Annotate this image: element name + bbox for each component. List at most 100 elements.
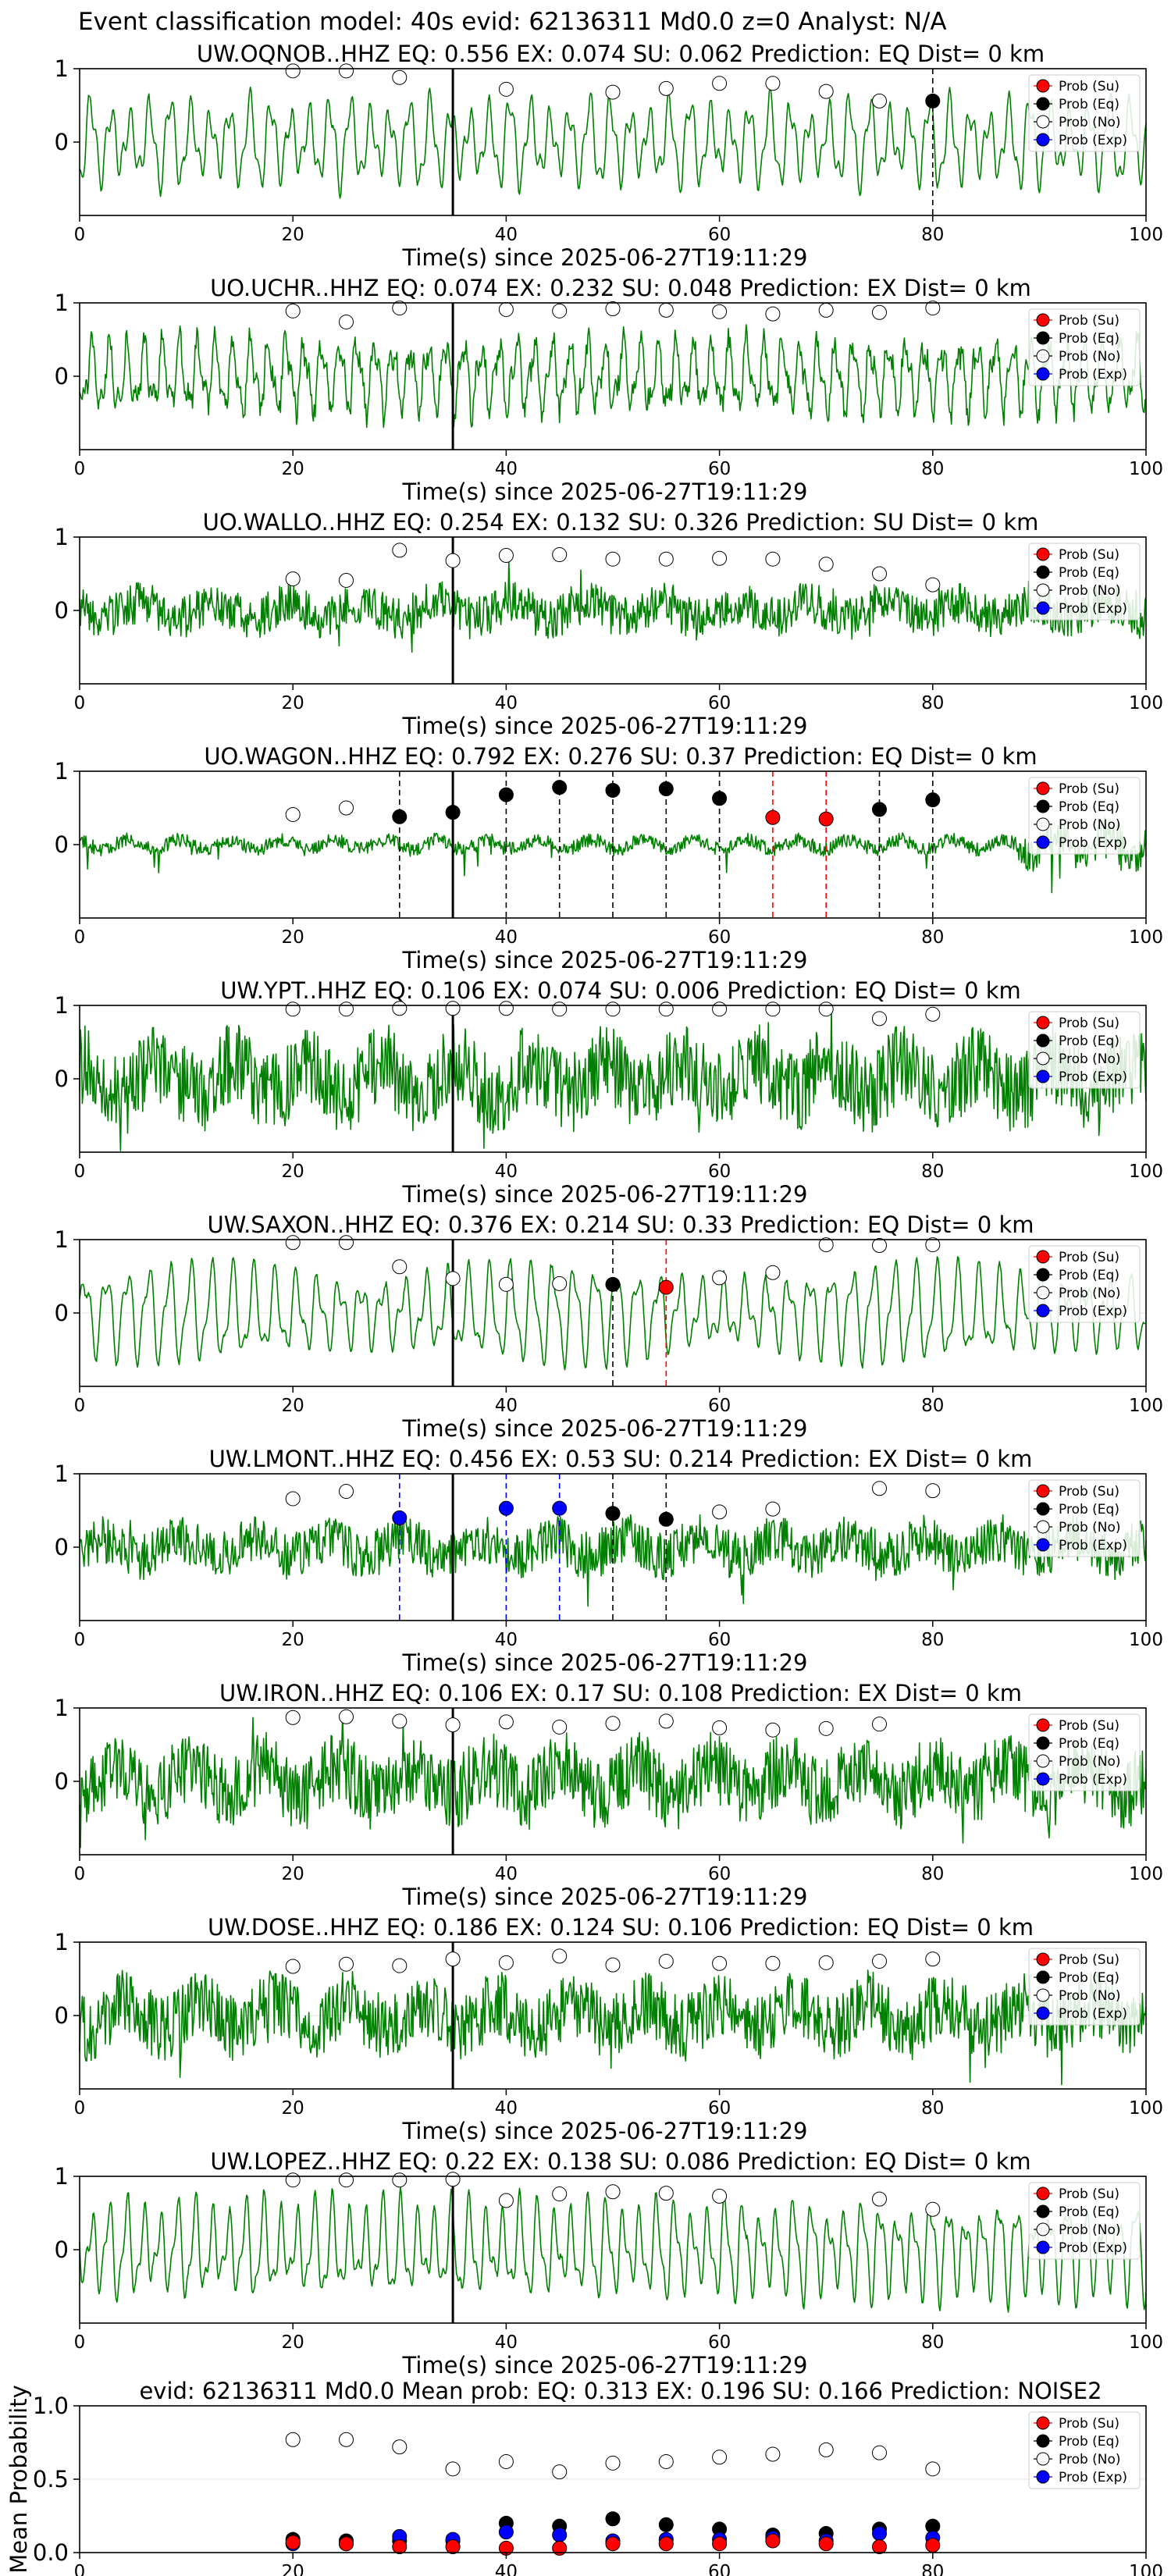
legend-label: Prob (Exp) [1059, 601, 1127, 617]
x-tick-label: 100 [1129, 225, 1163, 245]
legend-marker-su [1036, 547, 1050, 561]
legend-label: Prob (No) [1059, 817, 1121, 833]
legend-label: Prob (Exp) [1059, 1538, 1127, 1553]
mean-point-no [552, 2464, 568, 2480]
legend-marker-exp [1036, 2006, 1050, 2020]
prob-point-no [339, 1709, 354, 1724]
mean-point-no [392, 2439, 408, 2455]
x-tick-label: 40 [495, 693, 518, 713]
legend-marker-su [1036, 1484, 1050, 1498]
prob-point-no [658, 1953, 674, 1969]
legend-marker-su [1036, 781, 1050, 795]
prob-point-no [818, 1720, 834, 1736]
prob-point-eq [925, 93, 941, 109]
prob-point-exp [392, 1510, 408, 1525]
prob-point-no [339, 1956, 354, 1972]
x-axis-label: Time(s) since 2025-06-27T19:11:29 [402, 1415, 808, 1442]
prob-point-eq [605, 1276, 621, 1292]
prob-point-no [285, 303, 301, 318]
x-axis-label: Time(s) since 2025-06-27T19:11:29 [402, 479, 808, 505]
legend-label: Prob (Exp) [1059, 2240, 1127, 2256]
x-tick-label: 100 [1129, 2562, 1163, 2576]
prob-point-eq [552, 780, 568, 795]
prob-point-no [872, 1717, 887, 1732]
legend-label: Prob (Eq) [1059, 1736, 1119, 1752]
x-tick-label: 20 [282, 1630, 304, 1650]
x-tick-label: 60 [708, 1396, 731, 1416]
legend-label: Prob (Su) [1059, 547, 1119, 563]
mean-point-exp [552, 2527, 568, 2542]
prob-point-no [925, 301, 941, 316]
mean-point-no [339, 2432, 354, 2447]
x-tick-label: 80 [921, 2562, 944, 2576]
legend-label: Prob (Eq) [1059, 1268, 1119, 1283]
mean-point-no [605, 2455, 621, 2471]
prob-point-no [445, 1271, 461, 1286]
prob-point-no [392, 2172, 408, 2188]
prob-point-no [925, 1006, 941, 1022]
x-tick-label: 0 [74, 927, 86, 948]
legend-marker-eq [1036, 2204, 1050, 2218]
x-axis-label: Time(s) since 2025-06-27T19:11:29 [402, 1649, 808, 1676]
prob-point-su [658, 1279, 674, 1295]
x-tick-label: 80 [921, 1162, 944, 1182]
panel-title: UW.LOPEZ..HHZ EQ: 0.22 EX: 0.138 SU: 0.0… [210, 2148, 1030, 2175]
legend-label: Prob (Su) [1059, 1484, 1119, 1500]
prob-point-no [285, 1959, 301, 1974]
mean-point-su [658, 2536, 674, 2552]
x-tick-label: 20 [282, 2098, 304, 2119]
waveform-trace [79, 1969, 1147, 2086]
y-tick-label: 1 [55, 524, 69, 550]
prob-point-no [392, 543, 408, 558]
y-tick-label: 1 [55, 1929, 69, 1955]
legend-box [1028, 1245, 1141, 1323]
prob-point-eq [658, 781, 674, 797]
prob-point-no [445, 553, 461, 568]
x-tick-label: 100 [1129, 1162, 1163, 1182]
x-tick-label: 40 [495, 1396, 518, 1416]
prob-point-no [552, 303, 568, 318]
x-tick-label: 80 [921, 225, 944, 245]
mean-point-su [552, 2540, 568, 2556]
panel-title: UO.WAGON..HHZ EQ: 0.792 EX: 0.276 SU: 0.… [204, 743, 1037, 770]
legend-marker-no [1036, 115, 1050, 129]
x-tick-label: 20 [282, 693, 304, 713]
prob-point-no [498, 1276, 514, 1292]
prob-point-no [872, 93, 887, 109]
panel-title: UO.UCHR..HHZ EQ: 0.074 EX: 0.232 SU: 0.0… [210, 275, 1031, 301]
legend-marker-eq [1036, 331, 1050, 345]
prob-point-no [765, 306, 781, 322]
legend-label: Prob (Su) [1059, 1250, 1119, 1265]
y-tick-label: 0 [55, 1768, 69, 1795]
mean-point-su [339, 2536, 354, 2552]
prob-point-exp [498, 1500, 514, 1516]
x-tick-label: 60 [708, 1630, 731, 1650]
legend-box [1028, 1948, 1141, 2026]
x-tick-label: 20 [282, 1864, 304, 1884]
prob-point-no [818, 1955, 834, 1970]
y-tick-label: 0 [55, 1066, 69, 1092]
x-axis-label: Time(s) since 2025-06-27T19:11:29 [402, 1884, 808, 1910]
x-tick-label: 60 [708, 1162, 731, 1182]
x-tick-label: 80 [921, 2332, 944, 2353]
prob-point-su [818, 811, 834, 827]
legend-marker-exp [1036, 1304, 1050, 1318]
x-tick-label: 0 [74, 1162, 86, 1182]
legend-label: Prob (No) [1059, 2452, 1121, 2467]
legend-label: Prob (Exp) [1059, 133, 1127, 148]
legend-marker-no [1036, 583, 1050, 597]
legend-marker-exp [1036, 133, 1050, 147]
prob-point-no [712, 1002, 728, 1017]
prob-point-no [605, 551, 621, 567]
mean-point-no [285, 2432, 301, 2447]
prob-point-eq [925, 792, 941, 808]
legend-marker-su [1036, 79, 1050, 93]
legend-label: Prob (Exp) [1059, 1772, 1127, 1788]
x-axis-label: Time(s) since 2025-06-27T19:11:29 [402, 2352, 808, 2379]
x-axis-label: Time(s) since 2025-06-27T19:11:29 [402, 244, 808, 271]
prob-point-no [285, 806, 301, 822]
legend-marker-su [1036, 1718, 1050, 1732]
prob-point-no [392, 1958, 408, 1973]
panel-title: UW.OQNOB..HHZ EQ: 0.556 EX: 0.074 SU: 0.… [197, 41, 1045, 67]
prob-point-no [498, 301, 514, 317]
